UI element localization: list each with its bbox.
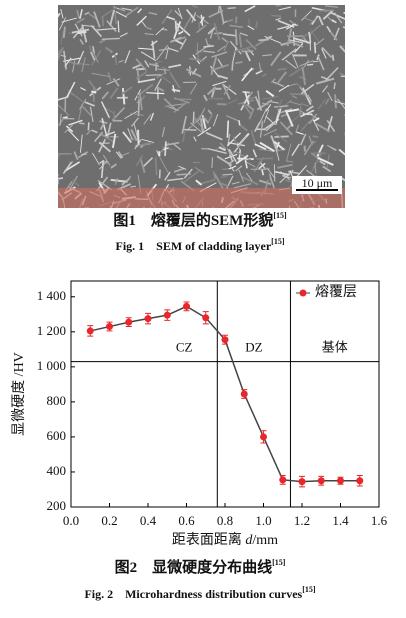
sem-flake xyxy=(341,76,357,77)
x-tick-label: 0.8 xyxy=(217,513,233,528)
sem-flake xyxy=(274,136,288,137)
x-tick-label: 1.0 xyxy=(255,513,271,528)
data-point xyxy=(279,476,286,483)
legend-label: 熔覆层 xyxy=(315,284,357,300)
sem-flake xyxy=(73,208,89,211)
sem-flake xyxy=(237,158,254,159)
sem-flake xyxy=(217,104,227,105)
data-point xyxy=(356,477,363,484)
sem-flake xyxy=(118,21,119,33)
sem-flake xyxy=(333,55,334,61)
x-tick-label: 0.6 xyxy=(178,513,195,528)
y-tick-label: 600 xyxy=(47,428,67,443)
data-point xyxy=(202,314,209,321)
sem-flake xyxy=(53,175,58,177)
sem-flake xyxy=(239,120,240,125)
sem-flake xyxy=(102,38,120,39)
sem-flake xyxy=(343,27,356,34)
y-tick-label: 1 400 xyxy=(37,288,66,303)
data-point xyxy=(106,323,113,330)
sem-flake xyxy=(81,154,86,155)
sem-flake xyxy=(209,99,224,100)
data-point xyxy=(241,391,248,398)
region-label: 基体 xyxy=(322,340,348,355)
sem-flake xyxy=(79,123,84,124)
caption-en: Fig. 2 Microhardness distribution curves… xyxy=(84,585,315,601)
x-tick-label: 0.4 xyxy=(140,513,157,528)
sem-flake xyxy=(183,130,197,131)
x-tick-label: 1.6 xyxy=(371,513,388,528)
sem-flake xyxy=(315,163,316,173)
sem-flake xyxy=(262,170,263,175)
sem-flake xyxy=(78,32,87,33)
sem-flake xyxy=(290,94,306,95)
sem-flake xyxy=(138,130,139,145)
x-axis-label: 距表面距离 d/mm xyxy=(172,531,278,548)
sem-flake xyxy=(344,115,355,120)
plot-frame xyxy=(71,281,379,507)
caption: 图1 熔覆层的SEM形貌[15] xyxy=(113,211,287,230)
region-label: CZ xyxy=(176,340,193,355)
caption: 图2 显微硬度分布曲线[15] xyxy=(115,558,286,577)
data-point xyxy=(222,336,229,343)
sem-flake xyxy=(156,157,157,175)
x-tick-label: 1.4 xyxy=(332,513,349,528)
sem-flake xyxy=(313,136,319,137)
sem-flake xyxy=(63,117,68,118)
sem-flake xyxy=(236,29,237,45)
data-point xyxy=(318,477,325,484)
data-point xyxy=(260,433,267,440)
region-label: DZ xyxy=(245,340,262,355)
scale-label: 10 μm xyxy=(302,176,333,190)
sem-flake xyxy=(177,174,191,175)
data-point xyxy=(299,478,306,485)
data-point xyxy=(145,315,152,322)
legend-marker xyxy=(300,290,307,297)
sem-flake xyxy=(221,177,227,178)
sem-flake xyxy=(287,161,294,162)
caption-en: Fig. 1 SEM of cladding layer[15] xyxy=(116,237,285,253)
sem-flake xyxy=(256,158,273,159)
sem-flake xyxy=(307,64,313,65)
data-point xyxy=(183,303,190,310)
sem-flake xyxy=(334,83,335,89)
sem-flake xyxy=(91,91,96,92)
sem-flake xyxy=(315,42,316,53)
sem-flake xyxy=(212,157,213,167)
sem-flake xyxy=(174,99,191,100)
sem-flake xyxy=(235,62,242,63)
y-tick-label: 1 000 xyxy=(37,358,66,373)
sem-flake xyxy=(228,8,236,9)
data-point xyxy=(125,319,132,326)
sem-flake xyxy=(344,46,355,50)
y-tick-label: 1 200 xyxy=(37,323,66,338)
data-point xyxy=(337,477,344,484)
sem-flake xyxy=(262,169,269,170)
sem-flake xyxy=(64,27,65,38)
sem-flake xyxy=(258,40,268,41)
y-tick-label: 200 xyxy=(47,498,67,513)
y-tick-label: 800 xyxy=(47,393,67,408)
y-axis-label: 显微硬度 /HV xyxy=(11,352,27,436)
x-tick-label: 0.2 xyxy=(101,513,117,528)
data-line xyxy=(90,306,360,481)
x-tick-label: 0.0 xyxy=(63,513,79,528)
y-tick-label: 400 xyxy=(47,463,67,478)
sem-flake xyxy=(232,61,233,70)
data-point xyxy=(164,312,171,319)
sem-flake xyxy=(218,6,219,13)
x-tick-label: 1.2 xyxy=(294,513,310,528)
sem-flake xyxy=(176,21,177,32)
sem-flake xyxy=(276,5,281,6)
sem-flake xyxy=(227,121,228,138)
sem-flake xyxy=(222,174,232,175)
data-point xyxy=(87,327,94,334)
sem-flake xyxy=(102,16,103,26)
